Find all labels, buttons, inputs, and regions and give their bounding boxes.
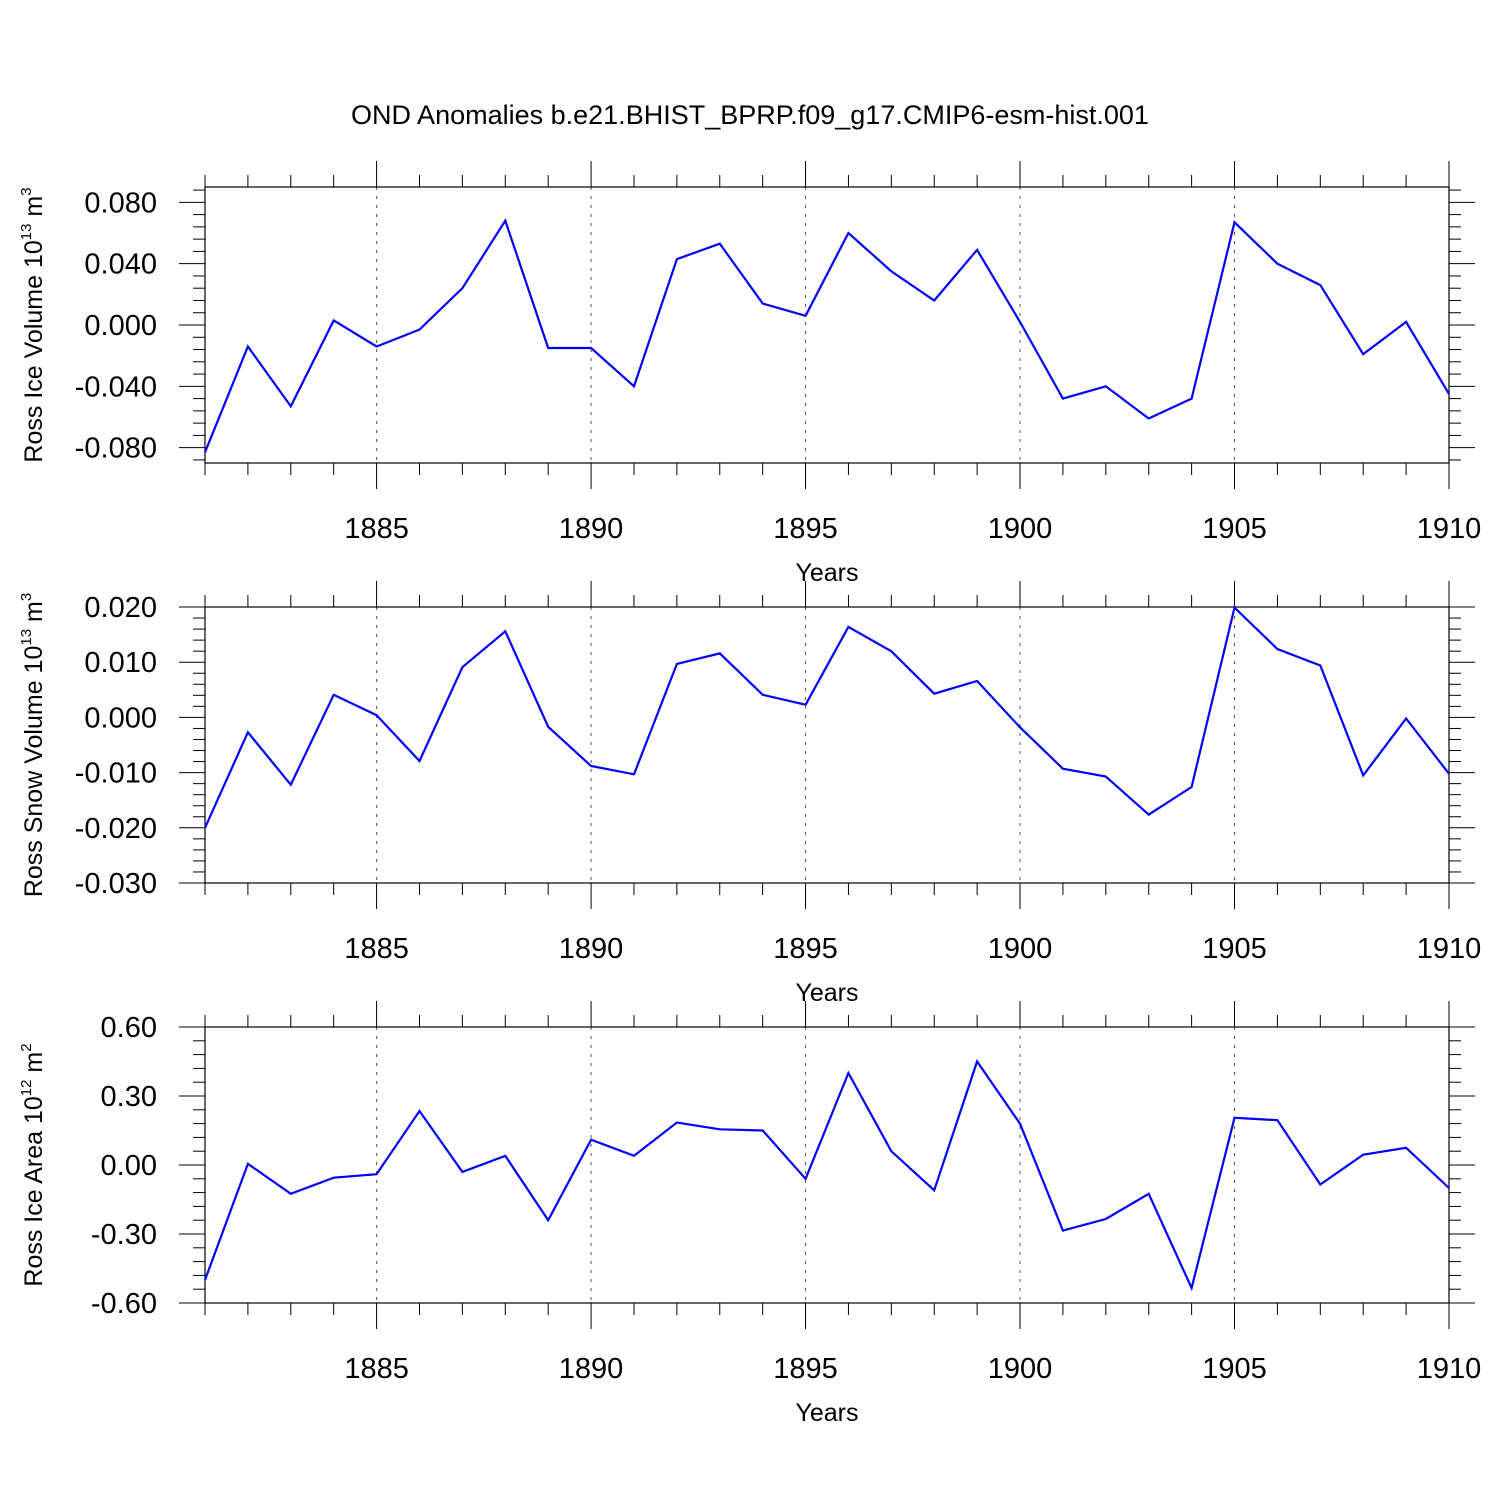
y-tick-label: 0.000 bbox=[84, 310, 157, 342]
chart-panel-1: 1885 1890 1895 1900 1905 1910 Years -0.080 -0.04… bbox=[18, 161, 1481, 587]
plot-frame bbox=[204, 606, 1450, 884]
x-tick-label: 1910 bbox=[1417, 933, 1482, 965]
y-axis-label-main: Ross Snow Volume 10 bbox=[20, 646, 48, 898]
y-tick-label: 0.040 bbox=[84, 249, 157, 281]
x-tick-label: 1895 bbox=[773, 933, 838, 965]
plot-frame bbox=[204, 186, 1450, 464]
y-axis-label-main: Ross Ice Area 10 bbox=[20, 1096, 48, 1286]
y-axis-label-exp: 12 bbox=[18, 1080, 35, 1097]
x-tick-label: 1885 bbox=[344, 1353, 409, 1385]
x-tick-label: 1900 bbox=[988, 933, 1053, 965]
y-tick-label: -0.080 bbox=[75, 433, 157, 465]
y-tick-label: -0.020 bbox=[75, 813, 157, 845]
x-tick-label: 1910 bbox=[1417, 513, 1482, 545]
y-axis-label: Ross Ice Area 1012 m2 bbox=[18, 1043, 48, 1286]
y-tick-label: -0.030 bbox=[75, 868, 157, 900]
chart-panel-2: 1885 1890 1895 1900 1905 1910 Years -0.030 -0.02… bbox=[18, 581, 1481, 1007]
x-tick-label: 1910 bbox=[1417, 1353, 1482, 1385]
x-tick-label: 1900 bbox=[988, 1353, 1053, 1385]
y-tick-label: 0.00 bbox=[101, 1150, 157, 1182]
x-axis-label: Years bbox=[795, 979, 858, 1007]
series-line bbox=[203, 605, 1450, 829]
plot-frame bbox=[204, 1026, 1450, 1304]
y-tick-label: -0.30 bbox=[91, 1219, 157, 1251]
figure-title: OND Anomalies b.e21.BHIST_BPRP.f09_g17.C… bbox=[351, 100, 1149, 130]
y-axis-label-unit: m bbox=[20, 601, 48, 629]
y-axis-label-unit_exp: 3 bbox=[18, 593, 35, 601]
y-axis-label-unit: m bbox=[20, 196, 48, 224]
y-tick-label: 0.000 bbox=[84, 702, 157, 734]
y-axis-label-unit_exp: 3 bbox=[18, 187, 35, 195]
series-line bbox=[203, 218, 1450, 453]
y-tick-label: 0.020 bbox=[84, 592, 157, 624]
y-tick-label: 0.080 bbox=[84, 187, 157, 219]
x-tick-label: 1895 bbox=[773, 513, 838, 545]
x-tick-label: 1890 bbox=[559, 933, 624, 965]
x-axis-label: Years bbox=[795, 1399, 858, 1427]
y-tick-label: -0.040 bbox=[75, 371, 157, 403]
y-tick-label: 0.30 bbox=[101, 1081, 157, 1113]
y-tick-label: 0.010 bbox=[84, 647, 157, 679]
y-axis-label-main: Ross Ice Volume 10 bbox=[20, 240, 48, 462]
series-line bbox=[203, 1059, 1450, 1292]
y-tick-label: -0.010 bbox=[75, 758, 157, 790]
y-axis-label: Ross Snow Volume 1013 m3 bbox=[18, 593, 48, 897]
x-tick-label: 1885 bbox=[344, 513, 409, 545]
y-axis-label-unit: m bbox=[20, 1052, 48, 1080]
x-axis-label: Years bbox=[795, 559, 858, 587]
x-tick-label: 1895 bbox=[773, 1353, 838, 1385]
x-tick-label: 1890 bbox=[559, 1353, 624, 1385]
x-tick-label: 1900 bbox=[988, 513, 1053, 545]
x-tick-label: 1890 bbox=[559, 513, 624, 545]
y-axis-label-exp: 13 bbox=[18, 224, 35, 241]
y-axis-label-exp: 13 bbox=[18, 629, 35, 646]
y-axis-label-unit_exp: 2 bbox=[18, 1043, 35, 1051]
y-axis-label: Ross Ice Volume 1013 m3 bbox=[18, 187, 48, 462]
chart-panels: 1885 1890 1895 1900 1905 1910 Years -0.080 -0.04… bbox=[18, 161, 1481, 1427]
x-tick-label: 1905 bbox=[1202, 513, 1267, 545]
x-tick-label: 1905 bbox=[1202, 1353, 1267, 1385]
y-tick-label: 0.60 bbox=[101, 1012, 157, 1044]
x-tick-label: 1885 bbox=[344, 933, 409, 965]
x-tick-label: 1905 bbox=[1202, 933, 1267, 965]
chart-panel-3: 1885 1890 1895 1900 1905 1910 Years -0.60 -0.30 0… bbox=[18, 1001, 1481, 1427]
y-tick-label: -0.60 bbox=[91, 1288, 157, 1320]
